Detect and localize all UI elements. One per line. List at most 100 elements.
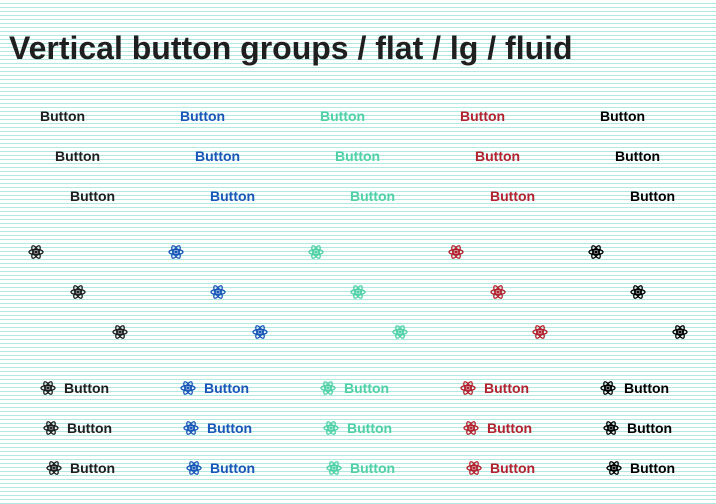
atom-icon bbox=[606, 460, 622, 476]
button-label: Button bbox=[475, 148, 521, 164]
danger-button[interactable]: Button bbox=[466, 453, 535, 483]
atom-icon bbox=[43, 420, 59, 436]
dark-button[interactable]: Button bbox=[600, 373, 669, 403]
danger-button[interactable] bbox=[532, 317, 548, 347]
button-label: Button bbox=[70, 188, 116, 204]
button-label: Button bbox=[600, 108, 646, 124]
danger-button[interactable]: Button bbox=[463, 413, 532, 443]
atom-icon bbox=[320, 380, 336, 396]
atom-icon bbox=[463, 420, 479, 436]
atom-icon bbox=[672, 324, 688, 340]
button-label: Button bbox=[64, 380, 110, 396]
dark-button[interactable]: Button bbox=[606, 453, 675, 483]
atom-icon bbox=[40, 380, 56, 396]
atom-icon bbox=[210, 284, 226, 300]
button-label: Button bbox=[350, 460, 396, 476]
primary-button[interactable]: Button bbox=[180, 373, 249, 403]
default-button[interactable] bbox=[28, 237, 44, 267]
atom-icon bbox=[186, 460, 202, 476]
atom-icon bbox=[466, 460, 482, 476]
success-button[interactable] bbox=[308, 237, 324, 267]
success-button[interactable]: Button bbox=[320, 101, 365, 131]
primary-button[interactable]: Button bbox=[183, 413, 252, 443]
button-label: Button bbox=[484, 380, 530, 396]
default-button[interactable]: Button bbox=[46, 453, 115, 483]
success-button[interactable]: Button bbox=[335, 141, 380, 171]
atom-icon bbox=[490, 284, 506, 300]
atom-icon bbox=[308, 244, 324, 260]
default-button[interactable]: Button bbox=[43, 413, 112, 443]
button-label: Button bbox=[460, 108, 506, 124]
atom-icon bbox=[183, 420, 199, 436]
default-button[interactable]: Button bbox=[55, 141, 100, 171]
atom-icon bbox=[588, 244, 604, 260]
danger-button[interactable]: Button bbox=[460, 101, 505, 131]
success-button[interactable] bbox=[350, 277, 366, 307]
button-label: Button bbox=[207, 420, 253, 436]
button-label: Button bbox=[630, 460, 676, 476]
atom-icon bbox=[28, 244, 44, 260]
atom-icon bbox=[112, 324, 128, 340]
success-button[interactable] bbox=[392, 317, 408, 347]
atom-icon bbox=[600, 380, 616, 396]
default-button[interactable]: Button bbox=[40, 101, 85, 131]
dark-button[interactable]: Button bbox=[603, 413, 672, 443]
button-label: Button bbox=[180, 108, 226, 124]
button-label: Button bbox=[210, 188, 256, 204]
atom-icon bbox=[46, 460, 62, 476]
dark-button[interactable] bbox=[630, 277, 646, 307]
default-button[interactable]: Button bbox=[70, 181, 115, 211]
primary-button[interactable]: Button bbox=[186, 453, 255, 483]
atom-icon bbox=[448, 244, 464, 260]
danger-button[interactable]: Button bbox=[475, 141, 520, 171]
primary-button[interactable]: Button bbox=[180, 101, 225, 131]
success-button[interactable]: Button bbox=[323, 413, 392, 443]
page-title: Vertical button groups / flat / lg / flu… bbox=[9, 30, 573, 66]
button-label: Button bbox=[195, 148, 241, 164]
button-label: Button bbox=[204, 380, 250, 396]
atom-icon bbox=[323, 420, 339, 436]
atom-icon bbox=[630, 284, 646, 300]
danger-button[interactable] bbox=[490, 277, 506, 307]
danger-button[interactable] bbox=[448, 237, 464, 267]
primary-button[interactable]: Button bbox=[195, 141, 240, 171]
button-label: Button bbox=[347, 420, 393, 436]
button-label: Button bbox=[490, 460, 536, 476]
dark-button[interactable] bbox=[672, 317, 688, 347]
default-button[interactable] bbox=[112, 317, 128, 347]
button-label: Button bbox=[55, 148, 101, 164]
primary-button[interactable]: Button bbox=[210, 181, 255, 211]
button-label: Button bbox=[67, 420, 113, 436]
success-button[interactable]: Button bbox=[320, 373, 389, 403]
default-button[interactable] bbox=[70, 277, 86, 307]
primary-button[interactable] bbox=[168, 237, 184, 267]
primary-button[interactable] bbox=[210, 277, 226, 307]
danger-button[interactable]: Button bbox=[490, 181, 535, 211]
atom-icon bbox=[350, 284, 366, 300]
dark-button[interactable]: Button bbox=[600, 101, 645, 131]
button-label: Button bbox=[350, 188, 396, 204]
danger-button[interactable]: Button bbox=[460, 373, 529, 403]
dark-button[interactable]: Button bbox=[615, 141, 660, 171]
dark-button[interactable] bbox=[588, 237, 604, 267]
atom-icon bbox=[326, 460, 342, 476]
atom-icon bbox=[603, 420, 619, 436]
button-label: Button bbox=[210, 460, 256, 476]
primary-button[interactable] bbox=[252, 317, 268, 347]
button-label: Button bbox=[615, 148, 661, 164]
button-label: Button bbox=[70, 460, 116, 476]
atom-icon bbox=[392, 324, 408, 340]
atom-icon bbox=[180, 380, 196, 396]
button-label: Button bbox=[487, 420, 533, 436]
button-label: Button bbox=[335, 148, 381, 164]
dark-button[interactable]: Button bbox=[630, 181, 675, 211]
atom-icon bbox=[70, 284, 86, 300]
success-button[interactable]: Button bbox=[350, 181, 395, 211]
success-button[interactable]: Button bbox=[326, 453, 395, 483]
atom-icon bbox=[532, 324, 548, 340]
button-label: Button bbox=[320, 108, 366, 124]
atom-icon bbox=[460, 380, 476, 396]
button-label: Button bbox=[40, 108, 86, 124]
default-button[interactable]: Button bbox=[40, 373, 109, 403]
button-label: Button bbox=[490, 188, 536, 204]
